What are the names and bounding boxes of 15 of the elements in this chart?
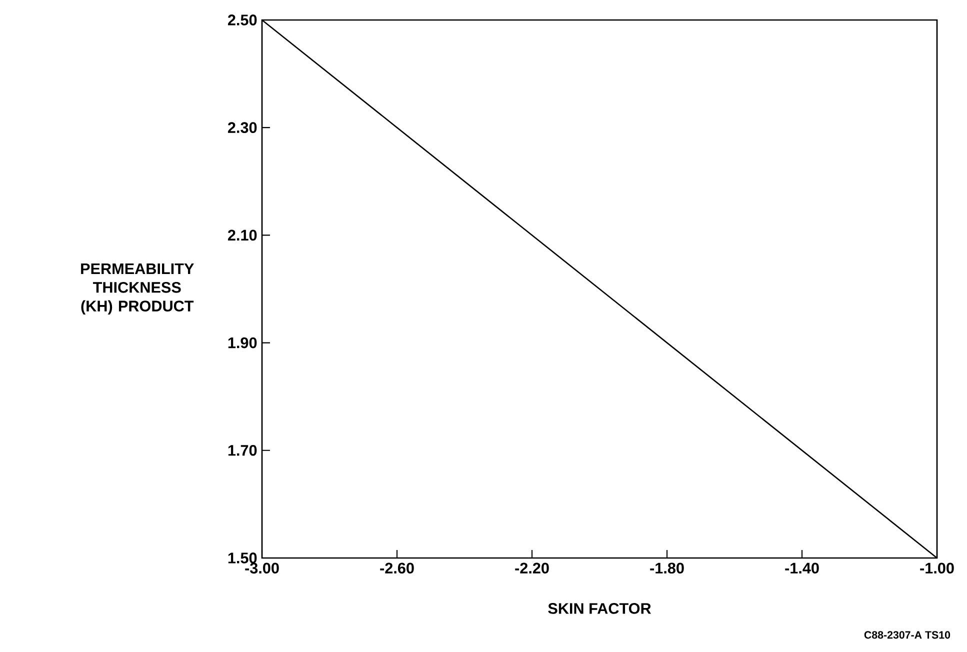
x-tick-label: -1.80 xyxy=(650,562,684,574)
y-tick-label: 1.90 xyxy=(228,337,257,348)
x-tick-label: -1.40 xyxy=(785,562,819,574)
y-axis-title: PERMEABILITY THICKNESS (KH) PRODUCT xyxy=(81,263,194,315)
y-tick-label: 1.50 xyxy=(228,552,257,564)
y-tick-label: 2.10 xyxy=(228,230,257,241)
x-tick-label: -2.20 xyxy=(515,562,549,574)
text: C88-2307-A TS10 xyxy=(864,631,950,639)
x-axis-title: SKIN FACTOR xyxy=(548,603,652,614)
y-tick-label: 1.70 xyxy=(228,444,257,456)
y-tick-label: 2.50 xyxy=(228,14,257,26)
y-tick-label: 2.30 xyxy=(228,122,257,134)
x-tick-label: -3.00 xyxy=(245,562,279,574)
x-tick-label: -1.00 xyxy=(920,562,954,574)
x-tick-label: -2.60 xyxy=(380,562,414,574)
